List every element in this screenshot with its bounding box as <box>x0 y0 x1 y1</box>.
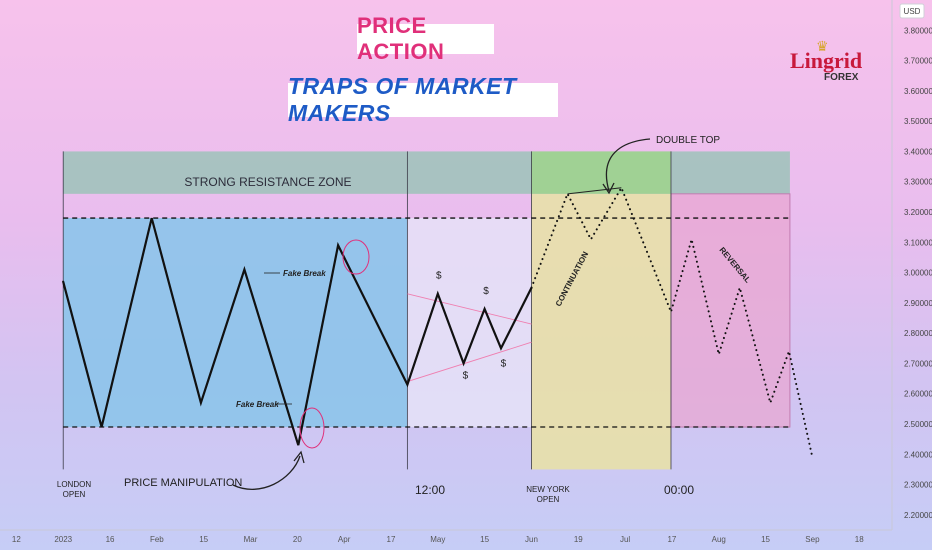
double-top-arrow <box>605 138 651 192</box>
price-path-solid <box>62 217 533 446</box>
y-tick-label: 2.50000 <box>904 420 932 429</box>
y-tick-label: 3.70000 <box>904 57 932 66</box>
midday-label: 12:00 <box>415 483 445 497</box>
currency-badge[interactable] <box>899 3 925 19</box>
london-session-zone <box>63 218 408 428</box>
wedge-line-1 <box>407 341 532 383</box>
x-tick-label: May <box>430 535 445 544</box>
x-tick-label: 12 <box>12 535 21 544</box>
x-tick-label: 20 <box>293 535 302 544</box>
crown-icon: ♛ <box>816 38 829 54</box>
x-tick-label: Aug <box>712 535 726 544</box>
new-york-session-zone <box>531 193 671 470</box>
trap-circle-bottom <box>299 407 325 449</box>
resistance-zone <box>63 151 790 194</box>
x-tick-label: 18 <box>855 535 864 544</box>
trap-circle-top <box>342 239 370 275</box>
x-tick-label: Feb <box>150 535 164 544</box>
london-open-label-line2: OPEN <box>63 490 86 499</box>
zones-layer <box>63 151 791 470</box>
x-tick-label: Apr <box>338 535 351 544</box>
double-top-line <box>567 187 622 195</box>
double-top-label: DOUBLE TOP <box>656 135 720 146</box>
y-tick-label: 3.20000 <box>904 208 932 217</box>
fake-break-bottom-label: Fake Break <box>236 400 279 409</box>
reversal-zone <box>670 193 790 428</box>
logo-sub: FOREX <box>824 72 859 83</box>
y-tick-label: 3.00000 <box>904 269 932 278</box>
x-tick-label: 15 <box>480 535 489 544</box>
dollar-mark-2: $ <box>483 286 489 297</box>
x-tick-label: 17 <box>667 535 676 544</box>
currency-label: USD <box>904 7 921 16</box>
london-open-label-line1: LONDON <box>57 480 91 489</box>
x-tick-label: 2023 <box>54 535 72 544</box>
x-tick-label: 15 <box>199 535 208 544</box>
y-tick-label: 3.30000 <box>904 178 932 187</box>
x-tick-label: Mar <box>244 535 258 544</box>
x-tick-label: Jul <box>620 535 630 544</box>
y-tick-label: 2.80000 <box>904 329 932 338</box>
x-tick-label: Sep <box>805 535 820 544</box>
x-tick-label: 19 <box>574 535 583 544</box>
dollar-mark-0: $ <box>436 271 442 282</box>
page-title: PRICE ACTION <box>357 13 494 64</box>
series-layer: $ $ $ $ <box>62 185 814 459</box>
logo-name: Lingrid <box>790 48 863 73</box>
y-tick-label: 2.30000 <box>904 481 932 490</box>
x-tick-label: 16 <box>106 535 115 544</box>
y-tick-label: 3.10000 <box>904 238 932 247</box>
x-tick-label: Jun <box>525 535 538 544</box>
y-tick-label: 2.40000 <box>904 450 932 459</box>
midnight-label: 00:00 <box>664 483 694 497</box>
y-tick-label: 3.50000 <box>904 117 932 126</box>
axes-layer: 3.80000 3.70000 3.60000 3.50000 3.40000 3.300… <box>12 26 932 544</box>
x-tick-label: 17 <box>387 535 396 544</box>
y-tick-label: 3.60000 <box>904 87 932 96</box>
lingrid-logo: ♛ Lingrid FOREX <box>790 38 870 88</box>
new-york-open-label-line1: NEW YORK <box>526 485 570 494</box>
price-manipulation-label: PRICE MANIPULATION <box>124 477 242 489</box>
x-tick-label: 15 <box>761 535 770 544</box>
manipulation-arrowhead <box>293 450 305 464</box>
y-tick-label: 3.80000 <box>904 26 932 35</box>
y-tick-label: 3.40000 <box>904 147 932 156</box>
y-tick-label: 2.60000 <box>904 390 932 399</box>
new-york-open-label-line2: OPEN <box>537 495 560 504</box>
fake-break-top-label: Fake Break <box>283 269 326 278</box>
manipulation-arrow <box>232 455 301 490</box>
wedge-line-0 <box>407 293 532 325</box>
page-subtitle: TRAPS OF MARKET MAKERS <box>288 73 558 126</box>
y-tick-label: 2.90000 <box>904 299 932 308</box>
dollar-mark-1: $ <box>463 371 469 382</box>
double-top-arrowhead <box>602 182 615 195</box>
y-tick-label: 2.70000 <box>904 359 932 368</box>
y-tick-label: 2.20000 <box>904 511 932 520</box>
dollar-mark-3: $ <box>501 358 507 369</box>
new-york-top-zone <box>531 151 671 194</box>
resistance-zone-label: STRONG RESISTANCE ZONE <box>184 175 351 189</box>
